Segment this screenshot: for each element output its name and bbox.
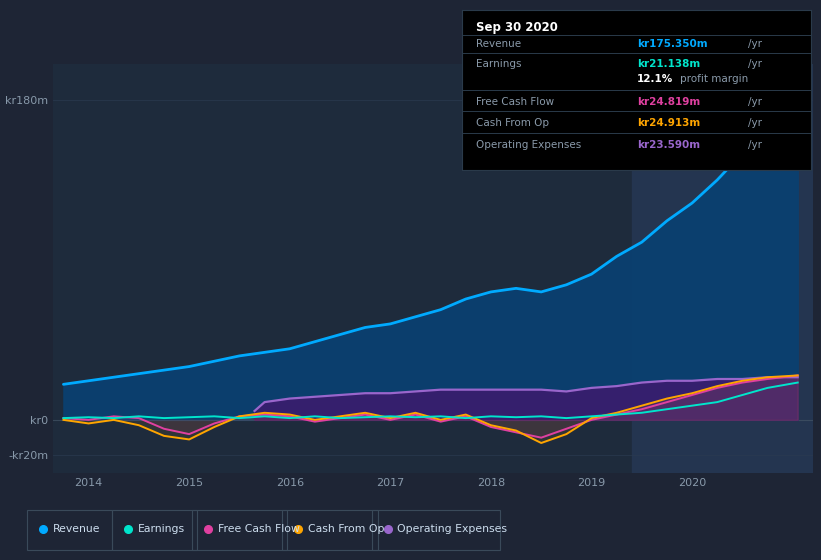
- Text: Earnings: Earnings: [138, 524, 185, 534]
- Text: kr24.913m: kr24.913m: [637, 118, 700, 128]
- Text: Operating Expenses: Operating Expenses: [397, 524, 507, 534]
- Text: /yr: /yr: [749, 39, 763, 49]
- Text: Free Cash Flow: Free Cash Flow: [218, 524, 300, 534]
- Text: Cash From Op: Cash From Op: [476, 118, 549, 128]
- Text: Sep 30 2020: Sep 30 2020: [476, 21, 558, 34]
- Text: Operating Expenses: Operating Expenses: [476, 140, 581, 150]
- Text: kr175.350m: kr175.350m: [637, 39, 708, 49]
- Text: Earnings: Earnings: [476, 59, 521, 68]
- Text: /yr: /yr: [749, 97, 763, 107]
- Text: Revenue: Revenue: [53, 524, 100, 534]
- Text: /yr: /yr: [749, 118, 763, 128]
- Text: profit margin: profit margin: [681, 74, 749, 83]
- Text: 12.1%: 12.1%: [637, 74, 673, 83]
- Text: Revenue: Revenue: [476, 39, 521, 49]
- Text: /yr: /yr: [749, 140, 763, 150]
- Text: kr23.590m: kr23.590m: [637, 140, 699, 150]
- Text: Free Cash Flow: Free Cash Flow: [476, 97, 554, 107]
- Text: /yr: /yr: [749, 59, 763, 68]
- Text: kr21.138m: kr21.138m: [637, 59, 700, 68]
- Text: Cash From Op: Cash From Op: [308, 524, 384, 534]
- Text: kr24.819m: kr24.819m: [637, 97, 700, 107]
- Bar: [631, 64, 813, 473]
